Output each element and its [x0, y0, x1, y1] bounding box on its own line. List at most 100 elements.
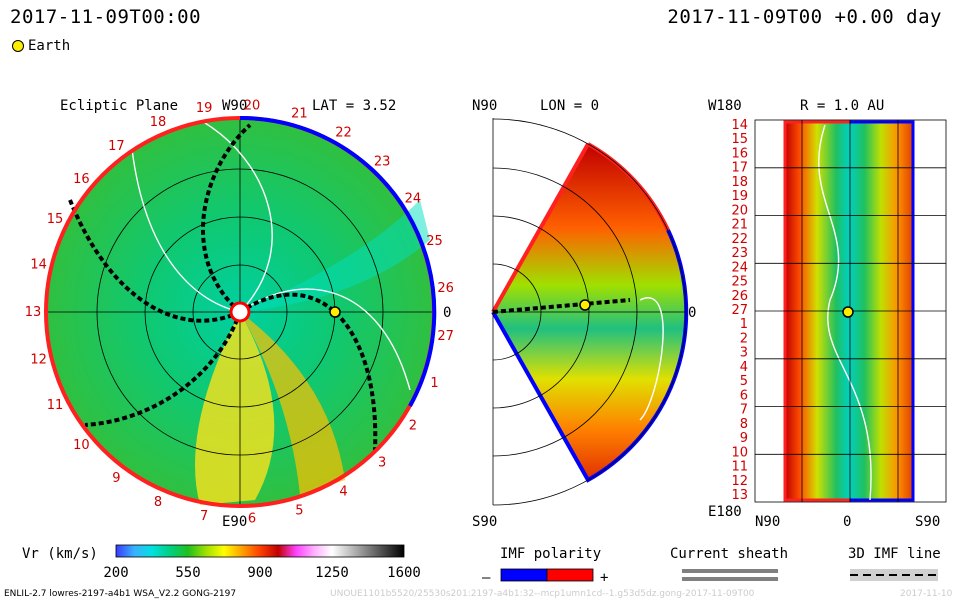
ecliptic-stream-region: [240, 312, 345, 495]
map-y-label: 26: [731, 289, 748, 304]
ecliptic-rotation-number: 11: [47, 398, 64, 413]
model-info: ENLIL-2.7 lowres-2197-a4b1 WSA_V2.2 GONG…: [4, 589, 236, 599]
ecliptic-rotation-number: 21: [291, 107, 308, 122]
ecliptic-rotation-number: 14: [30, 257, 47, 272]
map-title: R = 1.0 AU: [800, 98, 884, 114]
meridional-sheath-line: [639, 297, 664, 421]
meridional-lon-label: LON = 0: [540, 98, 599, 114]
map-x-label-left: N90: [755, 514, 780, 530]
ecliptic-fast-wind-region: [240, 200, 430, 312]
map-y-label: 20: [731, 203, 748, 218]
ecliptic-lat-label: LAT = 3.52: [312, 98, 396, 114]
meridional-bottom-label: S90: [472, 514, 497, 530]
header-time-right: 2017-11-09T00 +0.00 day: [667, 6, 942, 28]
ecliptic-rotation-number: 1: [430, 376, 438, 391]
map-y-label: 7: [740, 403, 748, 418]
colorbar: Vr (km/s) 200 550 900 1250 1600: [22, 544, 421, 581]
colorbar-ticks: 200 550 900 1250 1600: [103, 565, 421, 581]
map-y-label: 1: [740, 317, 748, 332]
map-y-label: 22: [731, 232, 748, 247]
map-y-label: 24: [731, 260, 748, 275]
map-y-label: 6: [740, 388, 748, 403]
current-sheath-legend: Current sheath: [670, 546, 788, 581]
map-y-label: 3: [740, 346, 748, 361]
ecliptic-rotation-number: 20: [244, 98, 261, 113]
imf-line-label: 3D IMF line: [848, 546, 941, 562]
ecliptic-rotation-number: 27: [437, 329, 454, 344]
imf-line-legend: 3D IMF line: [848, 546, 941, 581]
map-y-label: 27: [731, 303, 748, 318]
ecliptic-earth-marker: [329, 306, 341, 318]
ecliptic-rotation-number: 16: [73, 172, 90, 187]
imf-polarity-plus: +: [600, 570, 608, 586]
imf-polarity-positive-swatch: [546, 568, 594, 582]
ecliptic-rotation-number: 17: [108, 139, 125, 154]
colorbar-tick-label: 900: [247, 565, 272, 581]
map-earth-marker: [842, 306, 854, 318]
meridional-ring-outer: [492, 118, 687, 506]
meridional-imf-line: [492, 298, 631, 314]
map-sheath-line: [818, 124, 872, 501]
meridional-ring-1: [492, 263, 542, 361]
meridional-earth-marker: [579, 299, 591, 311]
map-top-left-label: W180: [708, 98, 742, 114]
map-panel: W180 R = 1.0 AU E180 N90 0 S90 141516171…: [708, 98, 947, 530]
colorbar-tick-label: 550: [175, 565, 200, 581]
ecliptic-top-label: W90: [222, 98, 247, 114]
map-y-label: 18: [731, 175, 748, 190]
ecliptic-slow-wind-region: [195, 312, 275, 505]
ecliptic-rotation-number: 2: [409, 419, 417, 434]
colorbar-bar: [115, 544, 405, 558]
colorbar-label: Vr (km/s): [22, 546, 98, 562]
colorbar-tick-label: 200: [103, 565, 128, 581]
ecliptic-right-label: 0: [443, 305, 451, 321]
map-y-label: 10: [731, 445, 748, 460]
ecliptic-rotation-number: 6: [248, 512, 256, 527]
ecliptic-rotation-number: 8: [154, 495, 162, 510]
ecliptic-rotation-number: 18: [150, 115, 167, 130]
meridional-panel: N90 LON = 0 0 S90: [472, 98, 696, 530]
imf-polarity-label: IMF polarity: [500, 546, 601, 562]
meridional-edge-north: [491, 143, 590, 313]
current-sheath-label: Current sheath: [670, 546, 788, 562]
ecliptic-sheath-line-1: [199, 119, 273, 313]
ecliptic-imf-line-1: [201, 123, 252, 314]
map-y-label: 15: [731, 132, 748, 147]
ecliptic-imf-line-4: [84, 311, 242, 427]
ecliptic-bottom-label: E90: [222, 514, 247, 530]
map-y-label: 21: [731, 218, 748, 233]
map-bottom-left-label: E180: [708, 504, 742, 520]
colorbar-tick-label: 1250: [315, 565, 349, 581]
ecliptic-rotation-number: 25: [426, 234, 443, 249]
map-y-label: 4: [740, 360, 748, 375]
ecliptic-rotation-number: 4: [339, 484, 347, 499]
earth-marker-icon: [12, 40, 24, 52]
ecliptic-rotation-number: 5: [295, 503, 303, 518]
ecliptic-rotation-number: 9: [112, 471, 120, 486]
meridional-ring-2: [492, 215, 590, 409]
map-y-labels: 1415161718192021222324252627123456789101…: [731, 118, 748, 503]
map-y-label: 14: [731, 118, 748, 133]
ecliptic-sheath-line-3: [129, 129, 241, 313]
sun-marker: [229, 301, 251, 323]
map-y-label: 19: [731, 189, 748, 204]
ecliptic-rotation-number: 3: [378, 456, 386, 471]
map-x-label-right: S90: [915, 514, 940, 530]
map-y-label: 9: [740, 431, 748, 446]
ecliptic-rotation-number: 24: [405, 191, 422, 206]
map-y-label: 25: [731, 275, 748, 290]
ecliptic-rotation-numbers: 19 20212223242526271234567891011121314151…: [25, 98, 454, 526]
map-y-label: 13: [731, 488, 748, 503]
imf-polarity-minus: –: [482, 570, 491, 586]
meridional-right-label: 0: [688, 305, 696, 321]
ecliptic-rotation-number: 19: [196, 101, 213, 116]
map-y-label: 11: [731, 460, 748, 475]
ecliptic-rotation-number: 12: [30, 353, 47, 368]
ecliptic-title: Ecliptic Plane: [60, 98, 178, 114]
map-y-label: 12: [731, 474, 748, 489]
ecliptic-polarity-negative-arc: [239, 115, 437, 407]
ecliptic-rotation-number: 26: [437, 281, 454, 296]
ecliptic-rotation-number: 23: [374, 154, 391, 169]
map-y-label: 8: [740, 417, 748, 432]
